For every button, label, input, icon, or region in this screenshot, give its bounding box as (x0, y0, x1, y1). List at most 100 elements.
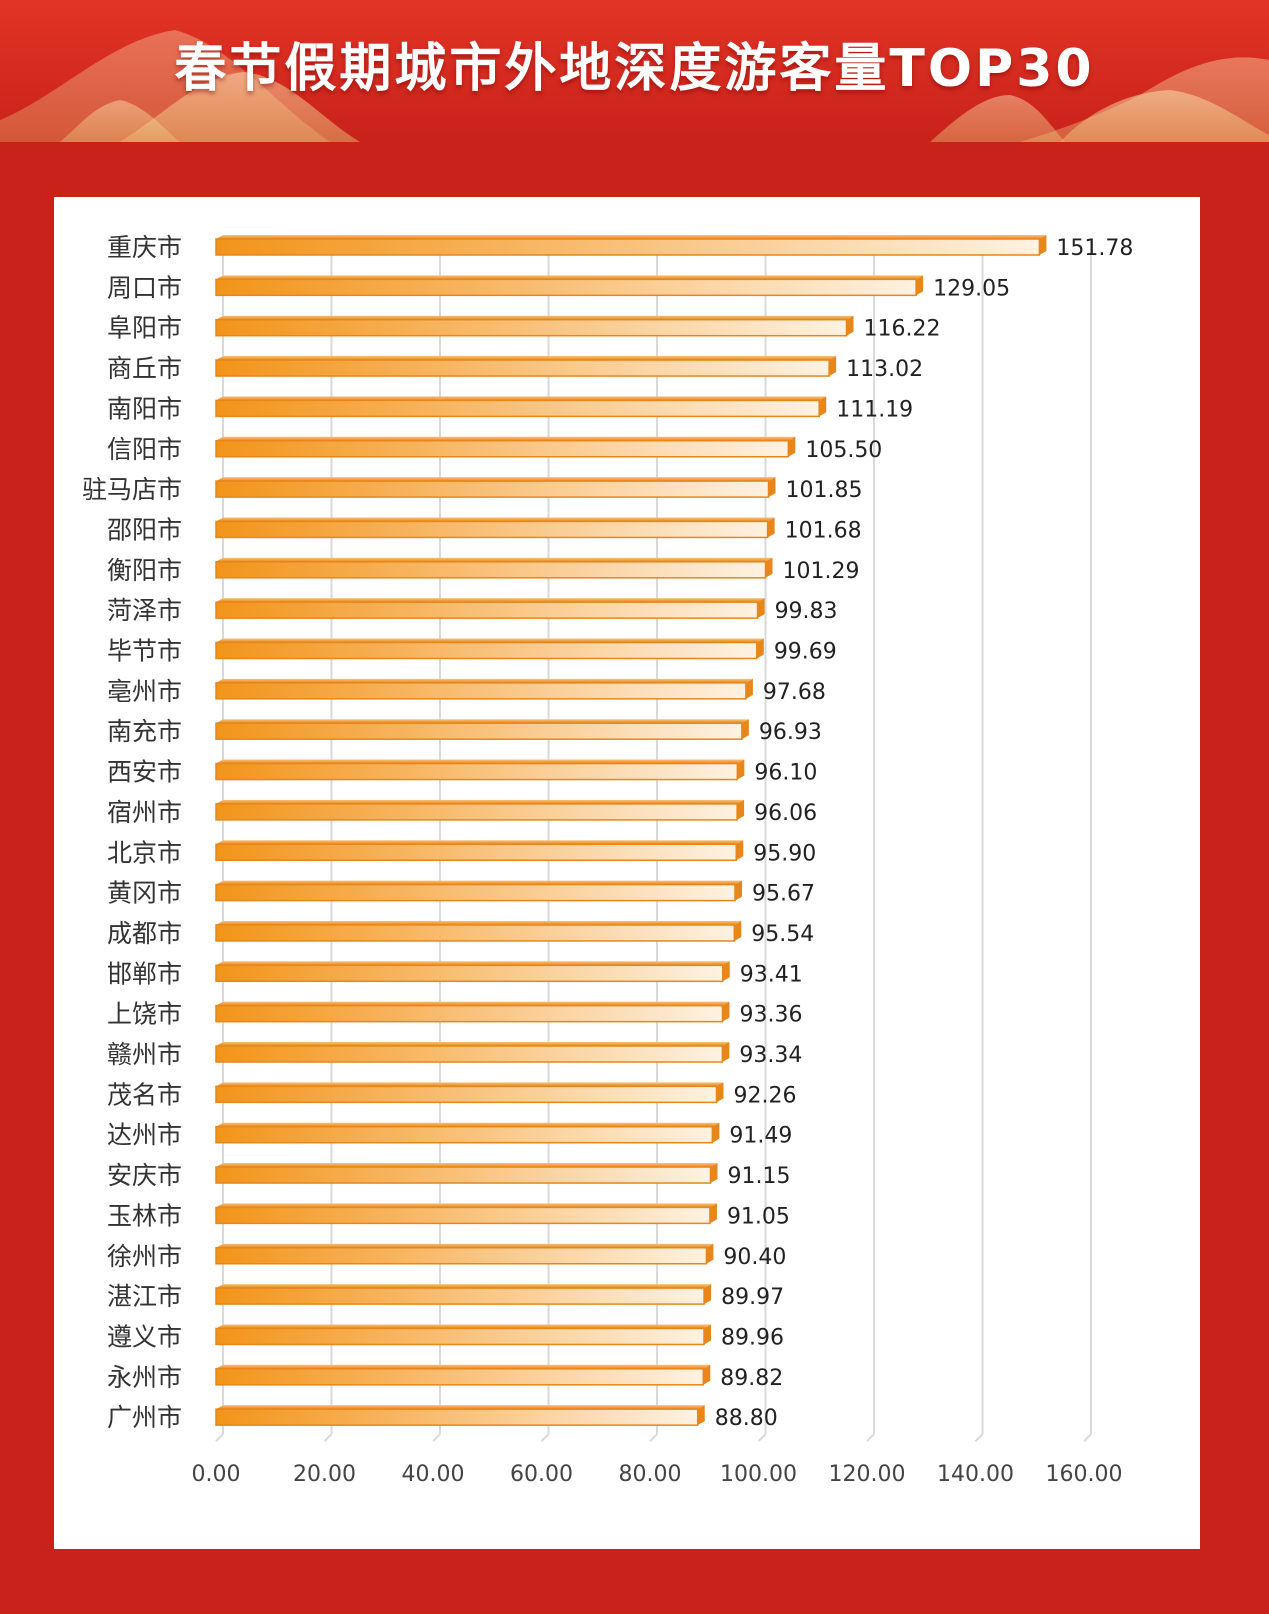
category-label: 赣州市 (107, 1040, 182, 1069)
data-label: 111.19 (836, 397, 913, 422)
data-label: 101.29 (782, 559, 859, 584)
data-label: 105.50 (805, 438, 882, 463)
bar-top-face (216, 517, 775, 522)
data-label: 96.10 (754, 761, 817, 786)
bar-end-face (736, 840, 744, 861)
bar (215, 803, 738, 821)
bar (215, 762, 739, 781)
category-label: 驻马店市 (82, 475, 182, 504)
gridline-floor (1083, 1433, 1092, 1442)
bar-end-face (716, 1082, 724, 1103)
data-label: 129.05 (933, 276, 1010, 301)
bar-end-face (710, 1163, 718, 1184)
bar (215, 1247, 708, 1265)
data-label: 99.83 (775, 599, 838, 624)
bar-top-face (216, 678, 753, 683)
bar (215, 359, 830, 377)
bar (215, 722, 743, 740)
x-tick-label: 0.00 (192, 1462, 241, 1487)
bar-end-face (846, 315, 854, 336)
x-tick-label: 100.00 (720, 1462, 797, 1487)
bar-end-face (756, 638, 764, 659)
data-label: 97.68 (763, 680, 826, 705)
category-label: 徐州市 (107, 1242, 182, 1271)
gridline-floor (215, 1433, 224, 1442)
category-label: 周口市 (107, 273, 182, 302)
bar-top-face (216, 1203, 717, 1208)
bar-end-face (722, 1042, 730, 1062)
bar-top-face (216, 557, 773, 562)
bar-end-face (734, 920, 742, 941)
data-label: 151.78 (1056, 236, 1133, 261)
category-label: 成都市 (107, 919, 182, 948)
data-label: 101.68 (785, 518, 862, 543)
data-label: 113.02 (846, 357, 923, 382)
bar-end-face (712, 1122, 720, 1143)
bar (215, 480, 770, 498)
category-label: 邯郸市 (107, 959, 182, 988)
bar-end-face (704, 1284, 712, 1305)
bar (215, 1408, 699, 1426)
category-label: 南充市 (107, 717, 182, 746)
bar-end-face (706, 1243, 714, 1264)
gridline-floor (866, 1433, 875, 1442)
bar (215, 682, 747, 700)
data-label: 90.40 (723, 1245, 786, 1270)
chart-panel: 重庆市 151.78 周口市 129.05 阜阳市 116.22 商丘市 113.02 南阳市 1… (54, 197, 1200, 1549)
bar (215, 843, 738, 861)
bar-end-face (703, 1364, 711, 1385)
category-label: 湛江市 (107, 1282, 182, 1311)
bar-top-face (216, 1324, 712, 1329)
category-label: 北京市 (107, 838, 182, 867)
category-label: 宿州市 (107, 798, 182, 827)
bar (215, 561, 767, 579)
data-label: 88.80 (715, 1406, 778, 1431)
gridline-floor (974, 1433, 984, 1442)
bar-end-face (722, 1001, 730, 1022)
data-label: 101.85 (786, 478, 863, 503)
bar (215, 883, 736, 902)
category-label: 黄冈市 (107, 879, 182, 908)
x-tick-label: 80.00 (619, 1462, 682, 1487)
bar-end-face (741, 719, 749, 740)
bar (215, 1045, 724, 1063)
bar-top-face (216, 1405, 705, 1410)
gridline-floor (540, 1433, 550, 1442)
bar-end-face (697, 1405, 705, 1426)
bar-top-face (216, 477, 776, 482)
bar-top-face (216, 719, 749, 724)
bar-end-face (737, 759, 745, 780)
category-label: 达州市 (107, 1121, 182, 1150)
category-label: 信阳市 (107, 435, 182, 464)
banner-mountains-decoration (0, 30, 1269, 142)
data-label: 89.82 (720, 1366, 783, 1391)
category-label: 邵阳市 (107, 515, 182, 544)
category-label: 商丘市 (107, 354, 182, 383)
category-label: 上饶市 (107, 1000, 182, 1029)
bar-end-face (788, 436, 796, 457)
page-title: 春节假期城市外地深度游客量TOP30 (174, 39, 1095, 99)
data-label: 93.36 (739, 1003, 802, 1028)
bar (215, 924, 736, 942)
bar-top-face (216, 396, 827, 401)
bar-end-face (767, 517, 775, 538)
category-label: 毕节市 (107, 637, 182, 666)
data-label: 91.49 (729, 1124, 792, 1149)
data-label: 116.22 (863, 317, 940, 342)
bar-top-face (216, 1122, 720, 1127)
bar-end-face (737, 799, 745, 820)
bar-top-face (216, 1163, 718, 1168)
data-label: 96.93 (759, 720, 822, 745)
bar-chart: 重庆市 151.78 周口市 129.05 阜阳市 116.22 商丘市 113.02 南阳市 1… (82, 233, 1133, 1487)
gridline-floor (323, 1433, 333, 1442)
bar (215, 601, 759, 619)
category-label: 玉林市 (107, 1201, 182, 1230)
bar-top-face (216, 840, 744, 845)
bar-end-face (765, 557, 773, 578)
bar-top-face (216, 1082, 724, 1087)
data-label: 93.34 (739, 1043, 802, 1068)
gridline-floor (649, 1433, 658, 1442)
bar (215, 238, 1041, 256)
bar-end-face (709, 1203, 717, 1224)
bar-top-face (216, 799, 745, 804)
